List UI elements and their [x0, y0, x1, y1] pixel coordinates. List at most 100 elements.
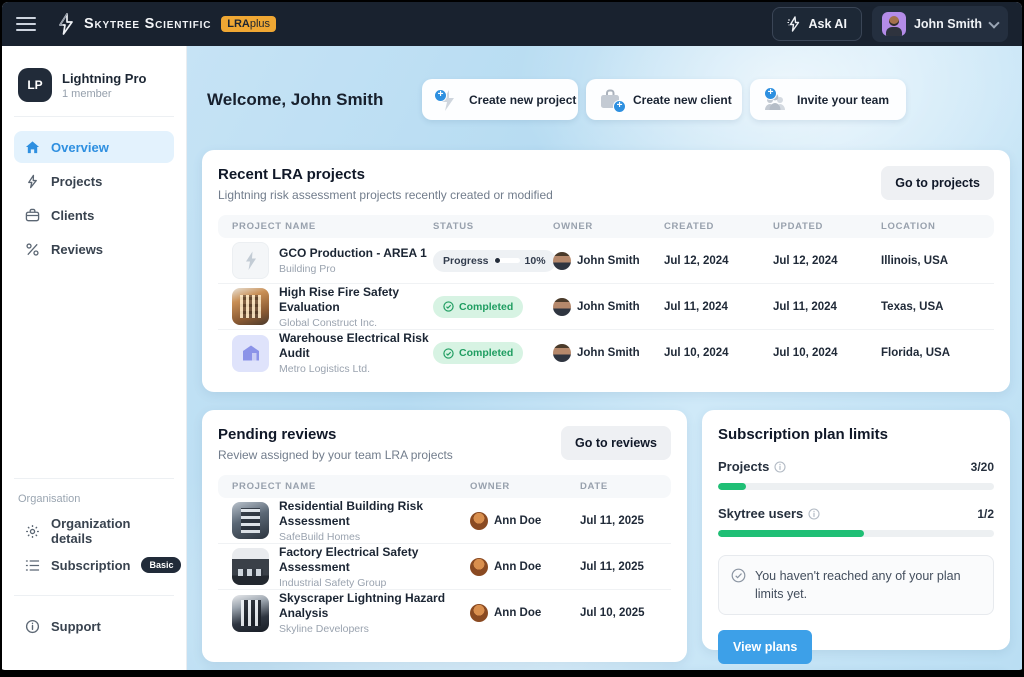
pending-reviews-table: Project name Owner Date Residential Buil… [218, 475, 671, 636]
hamburger-menu-icon[interactable] [16, 17, 36, 31]
create-new-project-button[interactable]: + Create new project [422, 79, 578, 120]
project-thumbnail-building-photo [232, 594, 269, 632]
brand-badge: LRAplus [221, 16, 277, 32]
lightning-icon [28, 174, 37, 188]
project-name: Residential Building Risk Assessment [279, 498, 424, 528]
status-label: Completed [459, 300, 514, 313]
table-row[interactable]: GCO Production - AREA 1 Building Pro Pro… [218, 238, 994, 284]
owner-name: Ann Doe [494, 607, 542, 619]
new-client-briefcase-icon: + [598, 87, 626, 113]
limit-label: Projects [718, 459, 770, 474]
workspace-switcher[interactable]: LP Lightning Pro 1 member [14, 68, 174, 102]
sidebar-item-label: Projects [51, 173, 103, 189]
owner-name: John Smith [577, 347, 640, 359]
divider [14, 478, 174, 479]
recent-projects-card: Recent LRA projects Lightning risk asses… [202, 150, 1010, 392]
user-avatar [881, 12, 906, 36]
main-content: Welcome, John Smith + Create new project… [187, 46, 1022, 670]
column-header: Project name [232, 481, 316, 492]
gear-icon [26, 524, 39, 538]
sidebar-item-reviews[interactable]: Reviews [14, 233, 174, 265]
subscription-limits-card: Subscription plan limits Projects 3/20 S… [702, 410, 1010, 665]
project-name: GCO Production - AREA 1 [279, 246, 427, 260]
column-header: Created [664, 221, 715, 232]
table-row[interactable]: High Rise Fire Safety Evaluation Global … [218, 284, 994, 330]
chevron-down-icon [988, 16, 1000, 29]
card-subtitle: Review assigned by your team LRA project… [218, 448, 453, 462]
review-date: Jul 11, 2025 [580, 514, 644, 527]
ai-lightning-icon [787, 16, 800, 32]
sidebar-item-overview[interactable]: Overview [14, 131, 174, 163]
invite-team-people-icon: + [762, 86, 788, 113]
brand-badge-light: plus [249, 18, 271, 30]
column-header: Location [881, 221, 936, 232]
table-header: Project name Owner Date [218, 475, 671, 498]
sidebar-item-subscription[interactable]: Subscription Basic [14, 549, 182, 581]
info-icon [25, 619, 40, 633]
card-title: Pending reviews [218, 426, 337, 443]
card-subtitle: Lightning risk assessment projects recen… [218, 188, 553, 202]
divider [14, 116, 174, 117]
project-thumbnail-building-photo [232, 502, 269, 539]
location: Florida, USA [881, 347, 951, 359]
updated-date: Jul 11, 2024 [773, 300, 837, 313]
go-to-reviews-button[interactable]: Go to reviews [561, 426, 671, 460]
check-circle-icon [731, 568, 746, 583]
table-header: Project name Status Owner Created Update… [218, 215, 994, 238]
updated-date: Jul 10, 2024 [773, 347, 838, 359]
organisation-section-label: Organisation [18, 493, 81, 505]
reviews-icon [26, 242, 39, 256]
project-name: Warehouse Electrical Risk Audit [279, 331, 429, 360]
progress-value: 10% [524, 254, 546, 267]
quick-actions: + Create new project + Create new client [422, 79, 906, 120]
ask-ai-button[interactable]: Ask AI [772, 7, 862, 41]
status-badge-progress: Progress 10% [433, 249, 556, 272]
ask-ai-label: Ask AI [808, 17, 847, 31]
pending-reviews-card: Pending reviews Review assigned by your … [202, 410, 687, 662]
sidebar: LP Lightning Pro 1 member Overview Proje… [2, 46, 187, 670]
limit-row-users: Skytree users 1/2 [718, 506, 994, 521]
home-icon [25, 140, 40, 153]
sidebar-item-clients[interactable]: Clients [14, 199, 174, 231]
go-to-projects-button[interactable]: Go to projects [881, 166, 994, 200]
action-label: Create new project [469, 92, 577, 107]
limit-label: Skytree users [718, 506, 804, 521]
workspace-badge: LP [18, 68, 52, 102]
sidebar-item-label: Organization details [51, 516, 131, 546]
topbar: Skytree Scientific LRAplus Ask AI John S… [2, 2, 1022, 46]
sidebar-item-label: Clients [51, 207, 95, 223]
review-date: Jul 10, 2025 [580, 607, 645, 619]
user-menu[interactable]: John Smith [871, 6, 1008, 42]
sidebar-item-organization-details[interactable]: Organization details [14, 515, 174, 547]
table-row[interactable]: Warehouse Electrical Risk Audit Metro Lo… [218, 330, 994, 376]
brand-name: Skytree Scientific [84, 16, 212, 32]
sidebar-item-label: Support [51, 618, 101, 634]
recent-projects-table: Project name Status Owner Created Update… [218, 215, 994, 376]
project-client: Global Construct Inc. [279, 316, 378, 329]
sidebar-item-label: Overview [51, 139, 109, 155]
check-circle-icon [443, 347, 454, 359]
project-name: High Rise Fire Safety Evaluation [279, 284, 400, 314]
sliders-icon [25, 559, 40, 571]
table-row[interactable]: Residential Building Risk Assessment Saf… [218, 498, 671, 544]
sidebar-item-support[interactable]: Support [14, 610, 174, 642]
table-row[interactable]: Skyscraper Lightning Hazard Analysis Sky… [218, 590, 671, 636]
project-client: SafeBuild Homes [279, 530, 361, 543]
divider [14, 595, 174, 596]
invite-your-team-button[interactable]: + Invite your team [750, 79, 906, 120]
view-plans-button[interactable]: View plans [718, 630, 813, 665]
avatar [553, 344, 571, 362]
lightning-logo-icon [58, 13, 73, 35]
create-new-client-button[interactable]: + Create new client [586, 79, 742, 120]
column-header: Project name [232, 221, 316, 232]
status-badge-completed: Completed [433, 295, 524, 318]
project-name: Factory Electrical Safety Assessment [279, 544, 419, 574]
check-circle-icon [443, 301, 454, 312]
sidebar-item-projects[interactable]: Projects [14, 165, 174, 197]
updated-date: Jul 12, 2024 [773, 254, 838, 267]
page-title: Welcome, John Smith [207, 90, 384, 109]
info-icon [808, 507, 820, 520]
table-row[interactable]: Factory Electrical Safety Assessment Ind… [218, 544, 671, 590]
status-label: Completed [459, 347, 514, 359]
briefcase-icon [25, 208, 40, 221]
